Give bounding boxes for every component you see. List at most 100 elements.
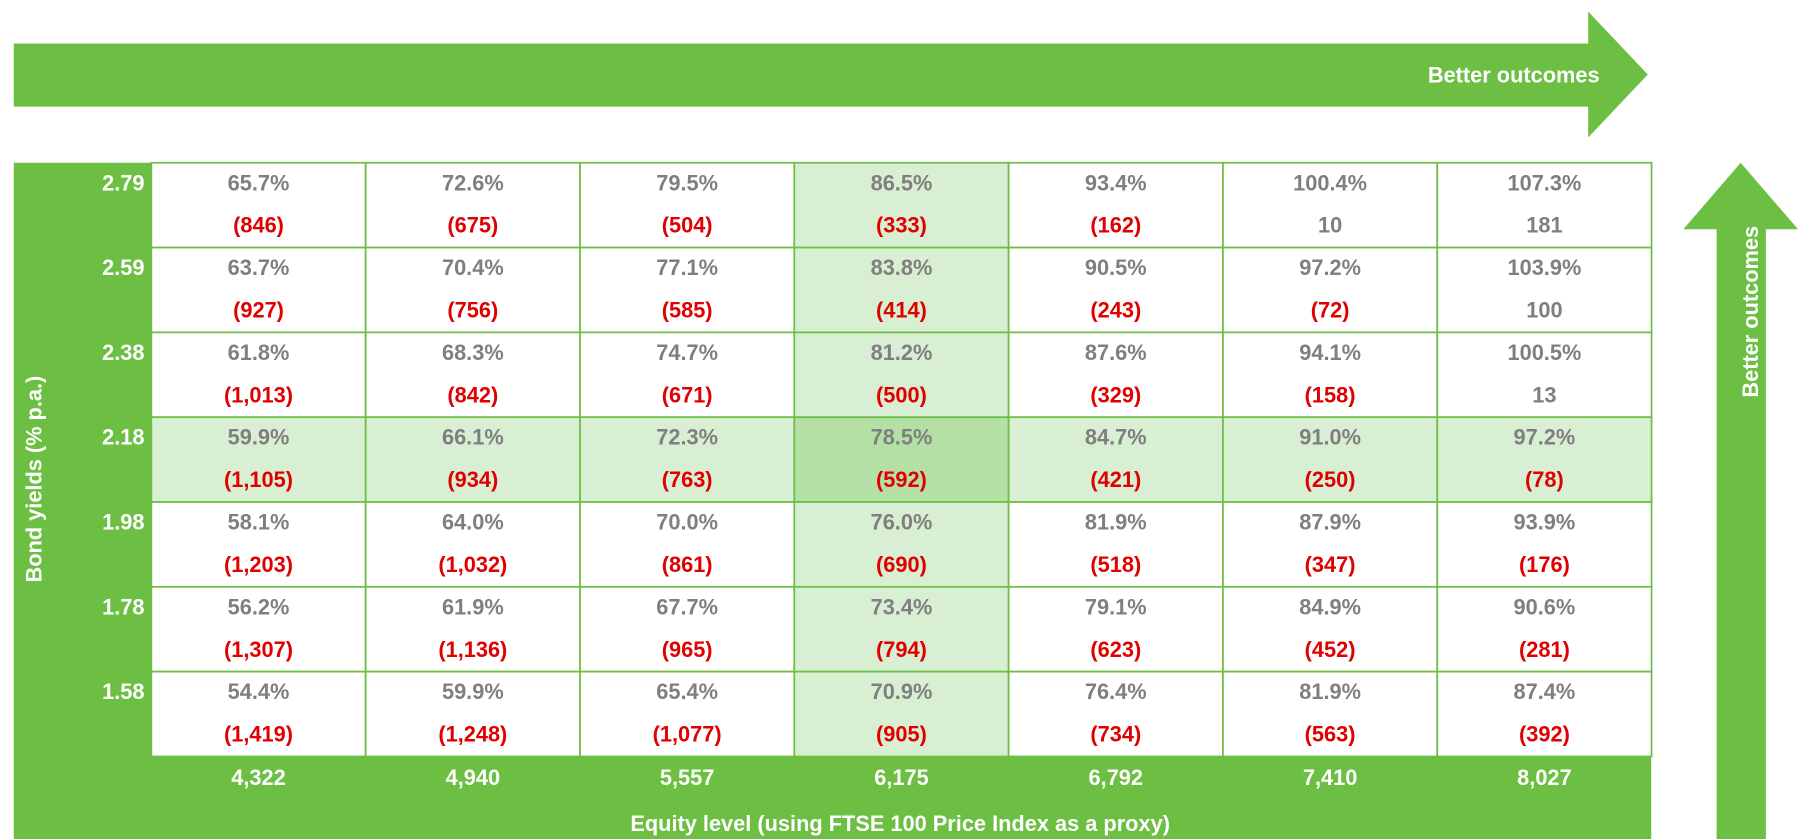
funding-level: 67.7% xyxy=(656,594,718,619)
surplus-deficit: (671) xyxy=(662,382,713,407)
funding-level: 84.7% xyxy=(1085,425,1147,450)
funding-level: 76.0% xyxy=(871,510,933,535)
surplus-deficit: (1,248) xyxy=(438,722,507,747)
surplus-deficit: (1,077) xyxy=(653,722,722,747)
cell xyxy=(793,501,1010,588)
yield-label: 1.98 xyxy=(102,510,144,535)
surplus-deficit: (500) xyxy=(876,382,927,407)
yield-label: 2.38 xyxy=(102,340,144,365)
funding-level: 72.3% xyxy=(656,425,718,450)
side-arrow-label: Better outcomes xyxy=(1738,226,1763,398)
equity-label: 6,175 xyxy=(874,765,928,790)
funding-level: 65.7% xyxy=(228,170,290,195)
surplus-deficit: 13 xyxy=(1532,382,1556,407)
surplus-deficit: (162) xyxy=(1090,213,1141,238)
yield-label: 2.59 xyxy=(102,255,144,280)
funding-level: 59.9% xyxy=(228,425,290,450)
funding-level: 70.0% xyxy=(656,510,718,535)
funding-level: 100.4% xyxy=(1293,170,1367,195)
surplus-deficit: (243) xyxy=(1090,298,1141,323)
surplus-deficit: (158) xyxy=(1305,382,1356,407)
equity-label: 7,410 xyxy=(1303,765,1357,790)
cell xyxy=(793,246,1010,334)
cell xyxy=(1222,501,1439,588)
surplus-deficit: (1,032) xyxy=(438,552,507,577)
funding-level: 61.9% xyxy=(442,594,504,619)
funding-level: 78.5% xyxy=(871,425,933,450)
surplus-deficit: (927) xyxy=(233,298,284,323)
x-axis-label: Equity level (using FTSE 100 Price Index… xyxy=(630,811,1170,836)
yield-label: 1.78 xyxy=(102,594,144,619)
funding-level: 107.3% xyxy=(1507,170,1581,195)
funding-level: 81.9% xyxy=(1085,510,1147,535)
cell xyxy=(1007,670,1224,758)
funding-level: 65.4% xyxy=(656,679,718,704)
funding-level: 79.5% xyxy=(656,170,718,195)
surplus-deficit: (329) xyxy=(1090,382,1141,407)
cell xyxy=(793,670,1010,758)
cell xyxy=(1222,331,1439,419)
y-axis-label: Bond yields (% p.a.) xyxy=(21,376,46,583)
cell xyxy=(364,585,581,673)
top-arrow-label: Better outcomes xyxy=(1428,63,1600,88)
yield-label: 2.79 xyxy=(102,170,144,195)
surplus-deficit: (1,307) xyxy=(224,637,293,662)
surplus-deficit: (176) xyxy=(1519,552,1570,577)
surplus-deficit: (846) xyxy=(233,213,284,238)
funding-level: 70.4% xyxy=(442,255,504,280)
surplus-deficit: (250) xyxy=(1305,467,1356,492)
funding-level: 56.2% xyxy=(228,594,290,619)
funding-level: 100.5% xyxy=(1507,340,1581,365)
cell xyxy=(1222,161,1439,249)
surplus-deficit: (675) xyxy=(447,213,498,238)
cell xyxy=(364,246,581,334)
surplus-deficit: 10 xyxy=(1318,213,1342,238)
surplus-deficit: (623) xyxy=(1090,637,1141,662)
side-arrow xyxy=(1683,162,1798,839)
surplus-deficit: (504) xyxy=(662,213,713,238)
cell xyxy=(1007,416,1224,503)
equity-label: 4,940 xyxy=(446,765,500,790)
funding-level: 76.4% xyxy=(1085,679,1147,704)
yield-label: 2.18 xyxy=(102,425,144,450)
cell xyxy=(1436,246,1653,334)
funding-level: 97.2% xyxy=(1514,425,1576,450)
yield-label: 1.58 xyxy=(102,679,144,704)
funding-level: 54.4% xyxy=(228,679,290,704)
surplus-deficit: (78) xyxy=(1525,467,1564,492)
funding-level: 90.5% xyxy=(1085,255,1147,280)
cell xyxy=(1007,161,1224,249)
cell xyxy=(1007,585,1224,673)
top-arrow xyxy=(13,11,1648,138)
funding-level: 66.1% xyxy=(442,425,504,450)
funding-level: 87.4% xyxy=(1514,679,1576,704)
surplus-deficit: (281) xyxy=(1519,637,1570,662)
funding-level: 68.3% xyxy=(442,340,504,365)
funding-level: 97.2% xyxy=(1299,255,1361,280)
surplus-deficit: 100 xyxy=(1526,298,1562,323)
surplus-deficit: (414) xyxy=(876,298,927,323)
funding-level: 81.2% xyxy=(871,340,933,365)
cell xyxy=(150,670,367,758)
cell xyxy=(1222,670,1439,758)
cell xyxy=(1222,246,1439,334)
funding-level: 86.5% xyxy=(871,170,933,195)
funding-level: 90.6% xyxy=(1514,594,1576,619)
surplus-deficit: (347) xyxy=(1305,552,1356,577)
funding-level: 84.9% xyxy=(1299,594,1361,619)
funding-level: 77.1% xyxy=(656,255,718,280)
funding-level: 63.7% xyxy=(228,255,290,280)
equity-label: 4,322 xyxy=(231,765,285,790)
funding-level: 87.9% xyxy=(1299,510,1361,535)
surplus-deficit: (756) xyxy=(447,298,498,323)
equity-label: 5,557 xyxy=(660,765,714,790)
surplus-deficit: (905) xyxy=(876,722,927,747)
cell xyxy=(579,161,796,249)
surplus-deficit: (518) xyxy=(1090,552,1141,577)
surplus-deficit: (842) xyxy=(447,382,498,407)
cell xyxy=(579,585,796,673)
cell xyxy=(1436,501,1653,588)
funding-level: 94.1% xyxy=(1299,340,1361,365)
equity-label: 8,027 xyxy=(1517,765,1571,790)
funding-level: 59.9% xyxy=(442,679,504,704)
